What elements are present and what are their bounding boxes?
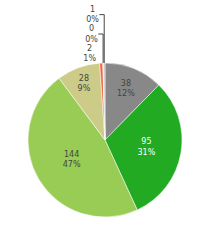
svg-text:00%: 00%	[85, 24, 98, 43]
svg-text:10%: 10%	[86, 5, 99, 24]
svg-text:289%: 289%	[78, 74, 91, 93]
svg-text:9531%: 9531%	[138, 137, 156, 156]
svg-text:14447%: 14447%	[63, 150, 81, 169]
svg-text:3812%: 3812%	[117, 79, 135, 98]
svg-text:21%: 21%	[83, 44, 96, 63]
